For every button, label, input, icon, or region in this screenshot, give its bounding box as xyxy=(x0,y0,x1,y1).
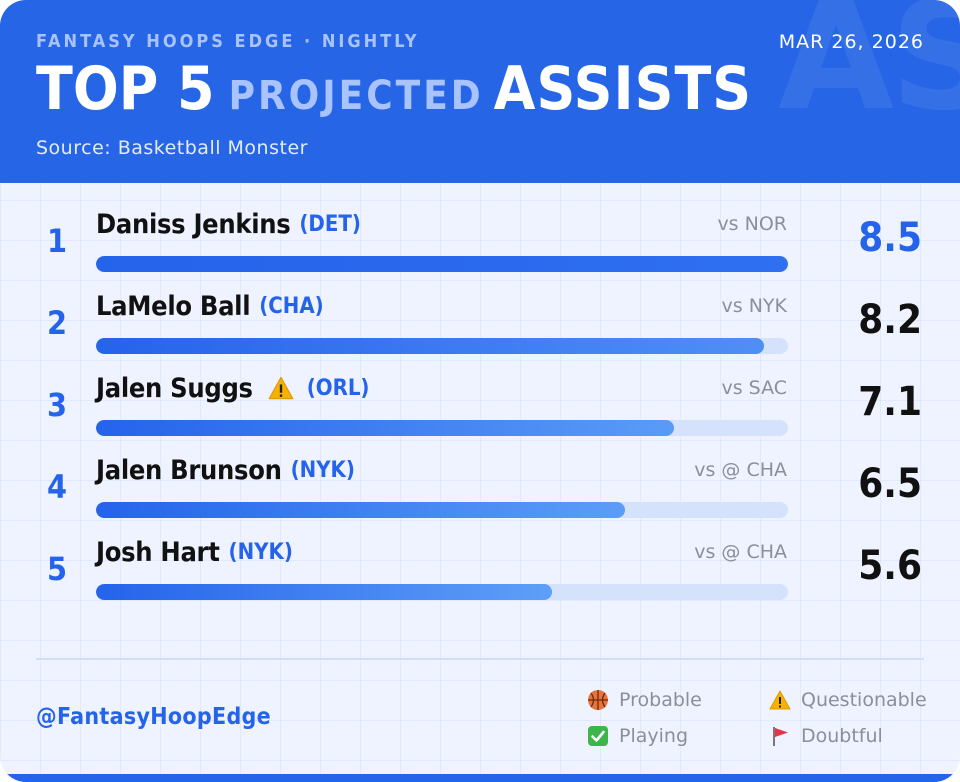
rank-number: 4 xyxy=(46,468,68,506)
opponent-label: vs NYK xyxy=(721,295,787,317)
legend-label-probable: Probable xyxy=(619,689,702,711)
brand-label: FANTASY HOOPS EDGE · NIGHTLY xyxy=(36,31,420,52)
player-row: 4 Jalen Brunson (NYK) vs @ CHA 6.5 xyxy=(0,446,960,528)
warning-icon xyxy=(267,375,295,401)
footer-divider xyxy=(36,658,924,660)
player-name: LaMelo Ball xyxy=(96,290,251,322)
title-part-1: TOP 5 xyxy=(36,54,215,124)
social-handle[interactable]: @FantasyHoopEdge xyxy=(36,704,272,730)
title-part-3: ASSISTS xyxy=(493,54,753,124)
team-abbr: (DET) xyxy=(299,211,361,237)
bar-track xyxy=(96,420,788,436)
rank-number: 1 xyxy=(46,222,68,260)
player-row: 3 Jalen Suggs (ORL) vs SAC 7.1 xyxy=(0,364,960,446)
player-name-line: Jalen Suggs (ORL) xyxy=(96,368,369,408)
bar-track xyxy=(96,584,788,600)
player-row: 2 LaMelo Ball (CHA) vs NYK 8.2 xyxy=(0,282,960,364)
value-label: 8.5 xyxy=(858,215,922,261)
team-abbr: (NYK) xyxy=(290,457,355,483)
legend-item-playing: Playing xyxy=(587,725,688,747)
bar-track xyxy=(96,338,788,354)
opponent-label: vs SAC xyxy=(721,377,787,399)
player-name: Daniss Jenkins xyxy=(96,208,291,240)
opponent-label: vs @ CHA xyxy=(694,541,787,563)
value-label: 7.1 xyxy=(858,379,922,425)
legend-item-questionable: Questionable xyxy=(769,689,927,711)
player-name-line: LaMelo Ball (CHA) xyxy=(96,286,324,326)
value-label: 5.6 xyxy=(858,543,922,589)
legend-label-doubtful: Doubtful xyxy=(801,725,883,747)
value-bar xyxy=(96,256,788,272)
source-label: Source: Basketball Monster xyxy=(36,137,308,159)
legend-item-probable: Probable xyxy=(587,689,702,711)
value-bar xyxy=(96,420,674,436)
player-name-line: Jalen Brunson (NYK) xyxy=(96,450,355,490)
bottom-strip xyxy=(0,774,960,782)
warning-icon xyxy=(769,689,791,711)
value-bar xyxy=(96,502,625,518)
check-icon xyxy=(587,725,609,747)
team-abbr: (NYK) xyxy=(228,539,293,565)
header-watermark: AST xyxy=(778,0,960,144)
rank-number: 2 xyxy=(46,304,68,342)
value-label: 6.5 xyxy=(858,461,922,507)
header: AST FANTASY HOOPS EDGE · NIGHTLY MAR 26,… xyxy=(0,0,960,183)
page-title: TOP 5 PROJECTED ASSISTS xyxy=(36,54,752,139)
rank-number: 5 xyxy=(46,550,68,588)
value-label: 8.2 xyxy=(858,297,922,343)
player-name-line: Josh Hart (NYK) xyxy=(96,532,293,572)
bar-track xyxy=(96,502,788,518)
opponent-label: vs NOR xyxy=(717,213,787,235)
player-row: 5 Josh Hart (NYK) vs @ CHA 5.6 xyxy=(0,528,960,610)
date-label: MAR 26, 2026 xyxy=(778,31,924,53)
legend-label-questionable: Questionable xyxy=(801,689,927,711)
bar-track xyxy=(96,256,788,272)
basketball-icon xyxy=(587,689,609,711)
legend-label-playing: Playing xyxy=(619,725,689,747)
player-name: Jalen Brunson xyxy=(96,454,282,486)
player-name: Josh Hart xyxy=(96,536,220,568)
player-row: 1 Daniss Jenkins (DET) vs NOR 8.5 xyxy=(0,200,960,282)
player-name: Jalen Suggs xyxy=(96,372,253,404)
value-bar xyxy=(96,584,552,600)
opponent-label: vs @ CHA xyxy=(694,459,787,481)
title-part-2: PROJECTED xyxy=(228,73,484,119)
player-name-line: Daniss Jenkins (DET) xyxy=(96,204,361,244)
flag-icon xyxy=(769,725,791,747)
team-abbr: (ORL) xyxy=(306,375,370,401)
rank-number: 3 xyxy=(46,386,68,424)
team-abbr: (CHA) xyxy=(259,293,324,319)
legend-item-doubtful: Doubtful xyxy=(769,725,883,747)
value-bar xyxy=(96,338,764,354)
